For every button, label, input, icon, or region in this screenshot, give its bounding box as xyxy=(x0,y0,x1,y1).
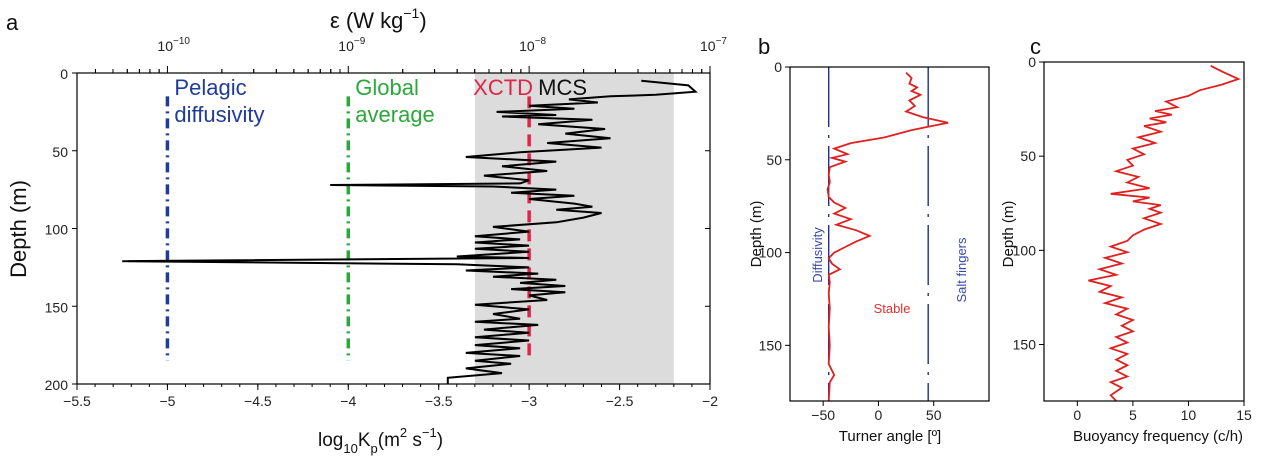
x-tick-label: −3.5 xyxy=(425,393,453,409)
y-tick-label: 50 xyxy=(52,144,68,160)
x-axis-ticks: −5.5 −5 −4.5 −4 −3.5 −3 −2.5 −2 xyxy=(63,384,718,409)
top-tick-label: 10−8 xyxy=(519,36,546,54)
top-tick-label: 10−10 xyxy=(157,36,190,54)
y-tick-label: 100 xyxy=(45,222,69,238)
x-tick-label: −2 xyxy=(702,393,718,409)
salt-fingers-annotation: Salt fingers xyxy=(954,237,969,303)
x-axis-ticks-c: 0 5 10 15 xyxy=(1073,401,1252,423)
x-tick-label-b: 50 xyxy=(926,407,942,423)
plot-frame-c xyxy=(1043,61,1245,402)
panel-a-letter: a xyxy=(6,10,19,35)
y-axis-ticks-c: 0 50 100 150 xyxy=(1013,54,1044,353)
panel-c: c 0 5 10 15 0 50 100 150 Depth (m) Buoyancy fr… xyxy=(1000,34,1252,445)
buoyancy-frequency-line xyxy=(1088,64,1241,402)
y-tick-label: 0 xyxy=(60,66,68,82)
y-tick-label-c: 100 xyxy=(1013,242,1037,258)
x-tick-label-b: 0 xyxy=(875,407,883,423)
turner-reference-lines xyxy=(827,67,929,401)
panel-b-letter: b xyxy=(758,34,770,59)
dissipation-profile-line xyxy=(122,79,698,384)
y-axis-title-b: Depth (m) xyxy=(748,201,765,268)
y-axis-ticks: 0 50 100 150 200 xyxy=(45,66,710,393)
y-tick-label-c: 150 xyxy=(1013,337,1037,353)
y-tick-label-b: 150 xyxy=(759,337,783,353)
x-axis-title: log10Kp(m2 s−1) xyxy=(318,425,443,456)
x-axis-ticks-b: −50 0 50 xyxy=(811,401,942,423)
x-tick-label: −3 xyxy=(521,393,537,409)
panel-a: a −5.5 −5 −4.5 −4 −3.5 −3 −2.5 −2 050100150200 … xyxy=(6,5,727,456)
top-tick-label: 10−7 xyxy=(700,36,727,54)
x-tick-label-b: −50 xyxy=(811,407,835,423)
panel-b: b −50 0 50 0 50 100 150 Diffusivity Stable Sa… xyxy=(748,34,990,445)
stable-annotation: Stable xyxy=(874,301,911,316)
x-tick-label-c: 5 xyxy=(1129,407,1137,423)
y-tick-label: 200 xyxy=(45,377,69,393)
x-tick-label: −2.5 xyxy=(606,393,634,409)
y-axis-title-c: Depth (m) xyxy=(1000,201,1017,268)
diffusivity-annotation: Diffusivity xyxy=(810,227,825,283)
y-tick-label-b: 50 xyxy=(766,152,782,168)
x-axis-title-c: Buoyancy frequency (c/h) xyxy=(1073,428,1243,445)
reference-lines xyxy=(165,96,531,361)
top-tick-label: 10−9 xyxy=(338,36,365,54)
y-axis-ticks-b: 0 50 100 150 xyxy=(759,59,790,353)
reference-label-1-0: Global xyxy=(355,75,419,100)
reference-label-1-1: average xyxy=(355,102,435,127)
y-tick-label-c: 50 xyxy=(1020,148,1036,164)
y-tick-label-b: 0 xyxy=(774,59,782,75)
plot-frame-b xyxy=(789,66,990,402)
x-tick-label: −4 xyxy=(340,393,356,409)
x-tick-label-c: 0 xyxy=(1073,407,1081,423)
reference-label-0-1: diffusivity xyxy=(174,102,264,127)
x-tick-label: −4.5 xyxy=(244,393,272,409)
x-tick-label-c: 15 xyxy=(1236,407,1252,423)
top-axis-title: ε (W kg−1) xyxy=(330,5,427,33)
mcs-label: MCS xyxy=(538,75,587,100)
panel-c-letter: c xyxy=(1030,34,1041,59)
reference-label-0-0: Pelagic xyxy=(174,75,246,100)
x-tick-label: −5.5 xyxy=(63,393,91,409)
x-tick-label: −5 xyxy=(159,393,175,409)
x-axis-title-b: Turner angle [º] xyxy=(839,428,941,445)
turner-angle-line xyxy=(826,71,949,402)
y-tick-label-c: 0 xyxy=(1028,54,1036,70)
y-tick-label-b: 100 xyxy=(759,245,783,261)
y-tick-label: 150 xyxy=(45,299,69,315)
reference-label-2-0: XCTD xyxy=(473,75,533,100)
x-tick-label-c: 10 xyxy=(1181,407,1197,423)
top-axis-ticks: 10−10 10−9 10−8 10−7 xyxy=(94,36,727,73)
y-axis-title: Depth (m) xyxy=(6,180,31,278)
